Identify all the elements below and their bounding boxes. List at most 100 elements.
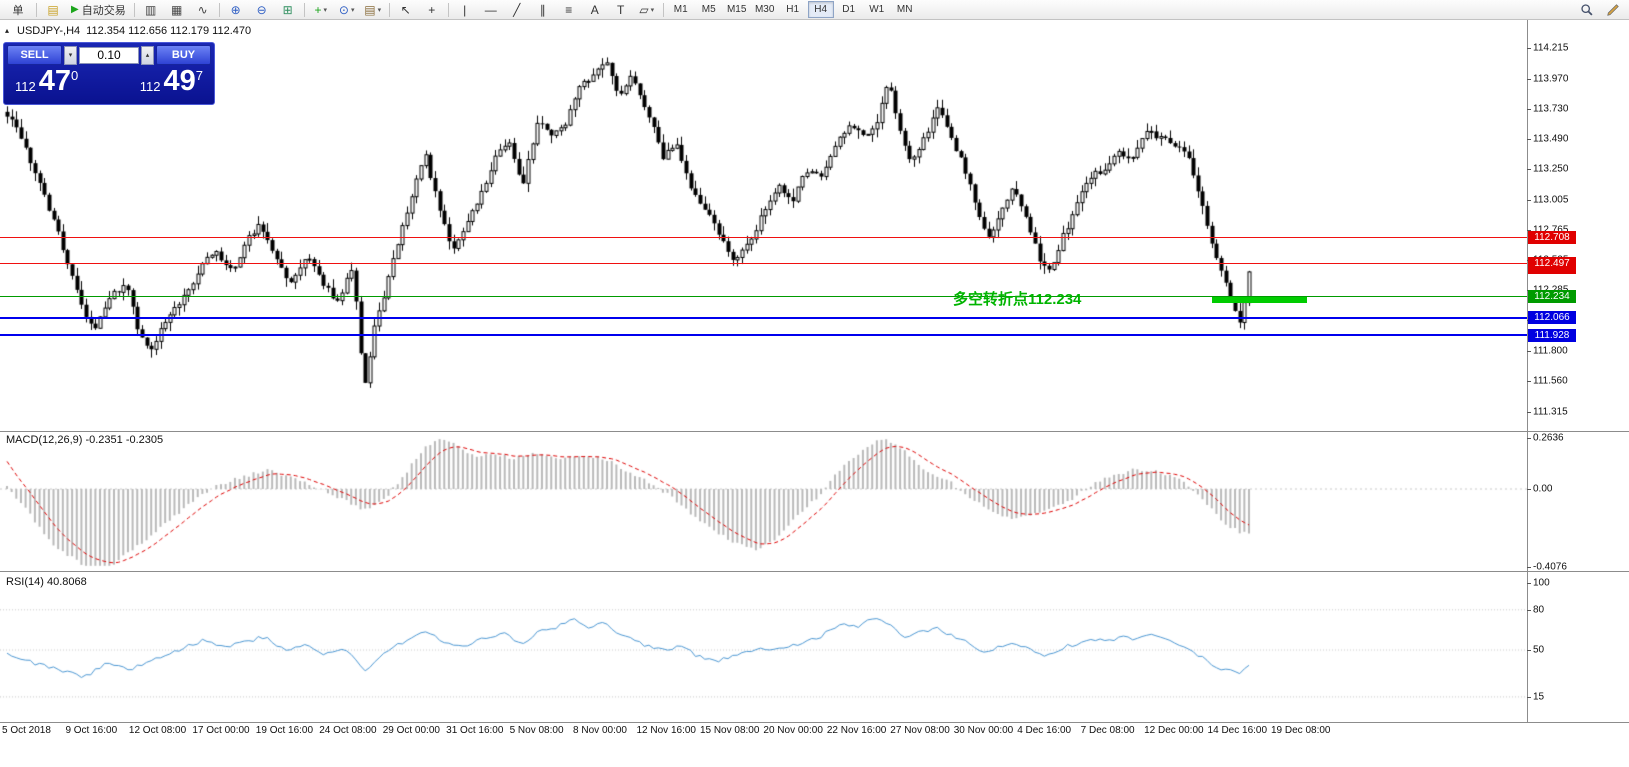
symbols-icon-glyph: ▤ <box>47 2 59 17</box>
rsi-axis-separator <box>0 722 1629 723</box>
timeframe-d1[interactable]: D1 <box>842 4 856 15</box>
buy-button[interactable]: BUY <box>156 45 211 65</box>
volume-decrease-button[interactable] <box>64 45 77 65</box>
sell-button[interactable]: SELL <box>7 45 62 65</box>
price-tick-mark <box>1527 108 1531 110</box>
bar-chart-icon[interactable]: ▥ <box>138 0 164 19</box>
candlestick-chart-icon[interactable]: ▦ <box>164 0 190 19</box>
edit-button[interactable] <box>1600 0 1626 19</box>
horizontal-level-line[interactable] <box>0 296 1527 298</box>
time-label: 12 Dec 00:00 <box>1144 725 1204 736</box>
price-tick-mark <box>1527 169 1531 171</box>
zoom-out-icon-glyph: ⊖ <box>256 2 267 17</box>
zoom-out-icon[interactable]: ⊖ <box>249 0 275 19</box>
rsi-tick: 80 <box>1533 604 1545 616</box>
periods-button[interactable]: ⊙ ▾ <box>334 0 360 19</box>
rsi-tick-mark <box>1527 583 1531 584</box>
rsi-tick: 50 <box>1533 644 1545 656</box>
sell-price-prefix: 112 <box>15 79 36 94</box>
horizontal-level-line[interactable] <box>0 334 1527 337</box>
chevron-down-icon[interactable]: ▾ <box>350 6 355 14</box>
price-tick: 113.005 <box>1533 194 1569 206</box>
zoom-in-icon[interactable]: ⊕ <box>223 0 249 19</box>
time-label: 20 Nov 00:00 <box>763 725 823 736</box>
main-macd-separator[interactable] <box>0 431 1629 432</box>
macd-tick: 0.2636 <box>1533 432 1564 444</box>
time-label: 30 Nov 00:00 <box>953 725 1014 736</box>
tile-windows-icon[interactable]: ⊞ <box>275 0 301 19</box>
fibonacci-icon-glyph: ≡ <box>565 2 573 17</box>
channel-icon[interactable]: ∥ <box>530 0 556 19</box>
timeframe-m15[interactable]: M15 <box>726 4 747 15</box>
horizontal-level-line[interactable] <box>0 236 1527 238</box>
turning-point-segment[interactable] <box>1212 297 1307 304</box>
macd-rsi-separator[interactable] <box>0 571 1629 572</box>
price-tick-mark <box>1527 412 1531 413</box>
trade-panel-toggle[interactable] <box>5 26 9 35</box>
fibonacci-icon[interactable]: ≡ <box>556 0 582 19</box>
timeframe-m30[interactable]: M30 <box>754 4 775 15</box>
vertical-line-icon[interactable]: | <box>452 0 478 19</box>
pencil-icon <box>1607 3 1619 16</box>
text-label-icon[interactable]: T <box>608 0 634 19</box>
line-chart-icon[interactable]: ∿ <box>190 0 216 19</box>
ohlc-header: USDJPY-,H4 112.354 112.656 112.179 112.47… <box>17 25 251 37</box>
search-button[interactable] <box>1574 0 1600 19</box>
periods-button-glyph: ⊙ <box>338 2 349 17</box>
trendline-icon[interactable]: ╱ <box>504 0 530 19</box>
autotrading-button[interactable]: ▶ 自动交易 <box>66 0 131 19</box>
timeframe-mn[interactable]: MN <box>896 4 913 15</box>
timeframe-h4[interactable]: H4 <box>807 1 834 18</box>
vertical-line-icon-glyph: | <box>463 2 467 17</box>
time-label: 4 Dec 16:00 <box>1017 725 1072 736</box>
toolbar-separator <box>303 2 305 17</box>
crosshair-icon[interactable]: + <box>419 0 445 19</box>
rsi-tick-mark <box>1527 696 1531 698</box>
toolbar-right <box>1574 0 1626 19</box>
chevron-down-icon[interactable]: ▾ <box>377 6 382 14</box>
buy-price: 112 49 7 <box>140 66 203 97</box>
chevron-down-icon[interactable]: ▾ <box>323 6 327 14</box>
chart-canvas[interactable] <box>0 0 1527 723</box>
timeframe-w1[interactable]: W1 <box>869 4 885 15</box>
timeframe-h1[interactable]: H1 <box>786 4 800 15</box>
cursor-icon[interactable]: ↖ <box>393 0 419 19</box>
time-label: 7 Dec 08:00 <box>1080 725 1135 736</box>
macd-tick: 0.00 <box>1533 483 1553 495</box>
trade-panel-prices: 112 47 0 112 49 7 <box>7 65 211 97</box>
line-chart-icon-glyph: ∿ <box>197 2 208 17</box>
crosshair-icon-glyph: + <box>428 2 436 17</box>
buy-price-big: 49 <box>163 65 196 97</box>
price-tick-mark <box>1527 351 1531 353</box>
volume-increase-button[interactable] <box>141 45 154 65</box>
symbols-icon[interactable]: ▤ <box>40 0 66 19</box>
time-label: 31 Oct 16:00 <box>446 725 504 736</box>
zoom-in-icon-glyph: ⊕ <box>230 2 241 17</box>
rsi-tick: 100 <box>1533 577 1550 589</box>
price-tick: 111.315 <box>1533 406 1568 418</box>
horizontal-line-icon[interactable]: — <box>478 0 504 19</box>
volume-input[interactable] <box>79 46 139 64</box>
new-order-button[interactable]: 单 <box>3 0 33 19</box>
chevron-down-icon[interactable]: ▾ <box>650 6 655 14</box>
horizontal-line-icon-glyph: — <box>484 2 497 17</box>
shapes-icon[interactable]: ▱ ▾ <box>634 0 660 19</box>
horizontal-level-line[interactable] <box>0 316 1527 319</box>
trade-panel-controls: SELL BUY <box>7 45 211 65</box>
indicators-button[interactable]: + ▾ <box>308 0 334 19</box>
price-tick-mark <box>1527 139 1531 140</box>
templates-button[interactable]: ▤ ▾ <box>360 0 386 19</box>
time-label: 29 Oct 00:00 <box>382 725 440 736</box>
play-icon: ▶ <box>71 4 79 15</box>
timeframe-m1[interactable]: M1 <box>673 4 688 15</box>
horizontal-level-line[interactable] <box>0 263 1527 265</box>
price-scale-separator <box>1527 20 1528 723</box>
turning-point-annotation[interactable]: 多空转折点112.234 <box>953 291 1082 308</box>
autotrading-button-label: 自动交易 <box>81 4 126 17</box>
toolbar-separator <box>218 2 220 17</box>
price-tick-mark <box>1527 230 1531 231</box>
text-icon[interactable]: A <box>582 0 608 19</box>
timeframe-m5[interactable]: M5 <box>701 4 716 15</box>
time-label: 5 Oct 2018 <box>2 725 51 736</box>
price-tick: 111.560 <box>1533 375 1568 387</box>
